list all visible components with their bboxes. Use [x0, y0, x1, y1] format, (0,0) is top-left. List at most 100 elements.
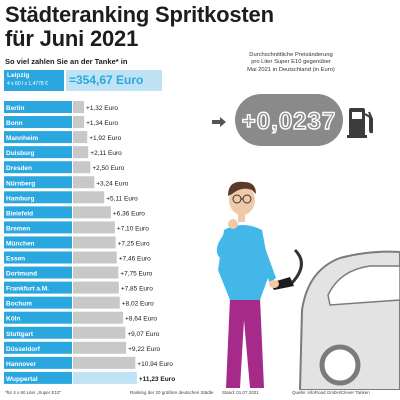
bar: [73, 281, 119, 294]
description-line-1: Durchschnittliche Preisänderung: [249, 52, 333, 58]
category-label: Bielefeld: [6, 210, 33, 217]
value-label: +2,11 Euro: [90, 150, 122, 157]
category-label: Berlin: [6, 105, 24, 112]
category-label: Duisburg: [6, 150, 35, 157]
bar: [73, 341, 127, 354]
value-label: +1,32 Euro: [86, 105, 118, 112]
value-label: +1,92 Euro: [89, 135, 121, 142]
bar-label-bg: [4, 221, 72, 234]
category-label: Bonn: [6, 120, 23, 127]
value-label: +6,36 Euro: [113, 210, 145, 217]
bar: [73, 266, 119, 279]
category-label: Hannover: [6, 361, 36, 368]
page-title: Städteranking Spritkosten für Juni 2021: [5, 3, 274, 51]
bar-label-bg: [4, 191, 72, 204]
bar: [73, 146, 89, 159]
category-label: Wuppertal: [6, 376, 38, 383]
bar: [73, 116, 85, 129]
bar: [73, 251, 117, 264]
man-head: [229, 185, 255, 215]
bar-label-bg: [4, 161, 72, 174]
bar-label-bg: [4, 371, 72, 384]
bar: [73, 176, 95, 189]
footnote-date: Stand: 01.07.2021: [222, 390, 259, 395]
category-label: Hamburg: [6, 195, 35, 202]
reference-total: =354,67 Euro: [66, 70, 162, 91]
reference-city-box: Leipzig 4 x 60 l x 1,4778 €: [4, 70, 64, 91]
value-label: +5,11 Euro: [106, 195, 138, 202]
category-label: Köln: [6, 316, 20, 323]
category-label: Düsseldorf: [6, 346, 41, 353]
bar: [73, 326, 126, 339]
value-label: +1,34 Euro: [86, 120, 118, 127]
bar: [73, 101, 85, 113]
category-label: Dortmund: [6, 271, 37, 278]
value-label: +7,46 Euro: [119, 256, 151, 263]
title-line-1: Städteranking Spritkosten: [5, 2, 274, 27]
bar-label-bg: [4, 266, 72, 279]
value-label: +3,24 Euro: [96, 180, 128, 187]
bar-label-bg: [4, 101, 72, 113]
category-label: Essen: [6, 256, 25, 263]
bar: [73, 131, 88, 144]
bar-label-bg: [4, 341, 72, 354]
bar-label-bg: [4, 281, 72, 294]
value-label: +7,85 Euro: [121, 286, 153, 293]
chart-subtitle: So viel zahlen Sie an der Tanke* in: [5, 57, 128, 66]
category-label: Bochum: [6, 301, 32, 308]
footnote-fuel: *für 4 x 60 Liter „Super E10": [5, 390, 62, 395]
fuel-pump-icon: [347, 108, 373, 138]
title-line-2: für Juni 2021: [5, 26, 139, 51]
value-label: +8,64 Euro: [125, 316, 157, 323]
bar-label-bg: [4, 206, 72, 219]
arrow-right-icon: [212, 117, 226, 127]
category-label: Frankfurt a.M.: [6, 286, 49, 293]
bar-label-bg: [4, 311, 72, 324]
bar-label-bg: [4, 176, 72, 189]
bar: [73, 161, 91, 174]
value-label: +7,10 Euro: [117, 225, 149, 232]
bar: [73, 296, 120, 309]
value-label: +9,22 Euro: [128, 346, 160, 353]
category-label: Dresden: [6, 165, 32, 172]
value-label: +9,07 Euro: [127, 331, 159, 338]
price-change-display: +0,0237: [235, 94, 343, 146]
value-label: +8,02 Euro: [122, 301, 154, 308]
bar-label-bg: [4, 326, 72, 339]
category-label: Nürnberg: [6, 180, 35, 187]
value-label: +7,75 Euro: [120, 271, 152, 278]
bar: [73, 221, 115, 234]
bar: [73, 311, 124, 324]
value-label: +11,23 Euro: [139, 376, 175, 383]
footnote-ranking: Ranking der 20 größten deutschen Städte: [130, 390, 214, 395]
footnote-source: Quelle: infoRoad GmbH/Clever Tanken: [292, 390, 370, 395]
bar: [73, 356, 136, 369]
bar: [73, 371, 137, 384]
description-line-2: pro Liter Super E10 gegenüber: [251, 59, 331, 66]
category-label: Mannheim: [6, 135, 38, 142]
reference-city: Leipzig: [7, 72, 30, 79]
category-label: Stuttgart: [6, 331, 34, 338]
bar-label-bg: [4, 146, 72, 159]
illustration-man-refueling: [216, 181, 400, 390]
reference-formula: 4 x 60 l x 1,4778 €: [7, 81, 48, 87]
bar-label-bg: [4, 116, 72, 129]
description-line-3: Mai 2021 in Deutschland (in Euro): [247, 66, 335, 73]
value-label: +7,25 Euro: [118, 240, 150, 247]
bar-label-bg: [4, 131, 72, 144]
bar-label-bg: [4, 356, 72, 369]
bar: [73, 206, 111, 219]
fuel-hose: [288, 248, 303, 287]
bar-label-bg: [4, 236, 72, 249]
value-label: +10,94 Euro: [137, 361, 173, 368]
price-change-description: Durchschnittliche Preisänderung pro Lite…: [236, 52, 346, 74]
bar: [73, 191, 105, 204]
bar-label-bg: [4, 296, 72, 309]
price-change-value: +0,0237: [242, 108, 336, 135]
category-label: München: [6, 240, 35, 247]
category-label: Bremen: [6, 225, 30, 232]
value-label: +2,50 Euro: [92, 165, 124, 172]
bar: [73, 236, 116, 249]
bar-label-bg: [4, 251, 72, 264]
